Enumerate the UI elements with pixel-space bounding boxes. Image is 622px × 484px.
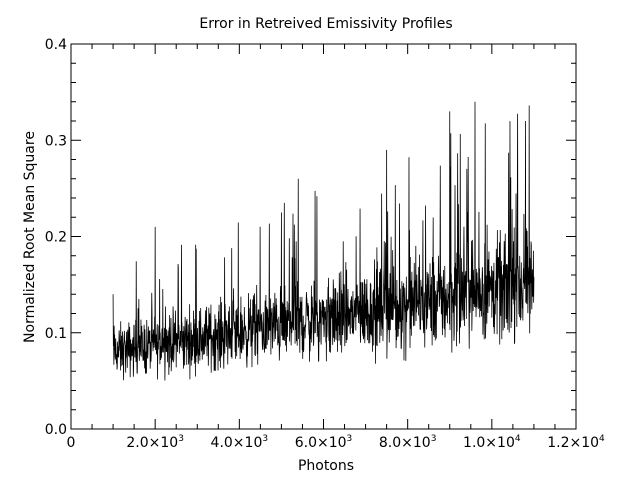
x-tick-label: 0 <box>67 435 76 451</box>
x-tick-exponent: 4 <box>515 434 521 444</box>
series-layer <box>112 101 535 381</box>
x-tick-exponent: 3 <box>178 434 184 444</box>
x-tick-label: 1.0×104 <box>463 434 521 451</box>
x-tick-mantissa: 2.0×10 <box>126 435 178 451</box>
x-tick-label: 2.0×103 <box>126 434 184 451</box>
y-tick-label: 0.4 <box>45 37 67 53</box>
x-tick-mantissa: 0 <box>67 435 76 451</box>
x-tick-mantissa: 8.0×10 <box>379 435 431 451</box>
chart-title: Error in Retreived Emissivity Profiles <box>199 16 452 32</box>
x-axis-label: Photons <box>298 458 354 474</box>
y-tick-label: 0.2 <box>45 230 67 246</box>
x-tick-mantissa: 6.0×10 <box>295 435 347 451</box>
y-tick-label: 0.1 <box>45 326 67 342</box>
x-tick-exponent: 3 <box>431 434 437 444</box>
x-tick-label: 4.0×103 <box>211 434 269 451</box>
x-tick-label: 1.2×104 <box>547 434 605 451</box>
x-tick-mantissa: 1.0×10 <box>463 435 515 451</box>
x-tick-label: 6.0×103 <box>295 434 353 451</box>
series-line <box>112 101 535 381</box>
x-tick-exponent: 3 <box>262 434 268 444</box>
x-axis-ticks: 0 2.0×103 4.0×103 6.0×103 8.0×103 1.0×104 1.2×… <box>67 44 605 451</box>
y-tick-label: 0.0 <box>45 422 67 438</box>
x-tick-mantissa: 4.0×10 <box>211 435 263 451</box>
y-tick-label: 0.3 <box>45 133 67 149</box>
x-tick-label: 8.0×103 <box>379 434 437 451</box>
y-axis-label: Normalized Root Mean Square <box>22 131 38 343</box>
x-tick-exponent: 3 <box>347 434 353 444</box>
y-axis-ticks: 0.0 0.1 0.2 0.3 0.4 <box>45 37 576 438</box>
x-tick-mantissa: 1.2×10 <box>547 435 599 451</box>
x-tick-exponent: 4 <box>599 434 605 444</box>
